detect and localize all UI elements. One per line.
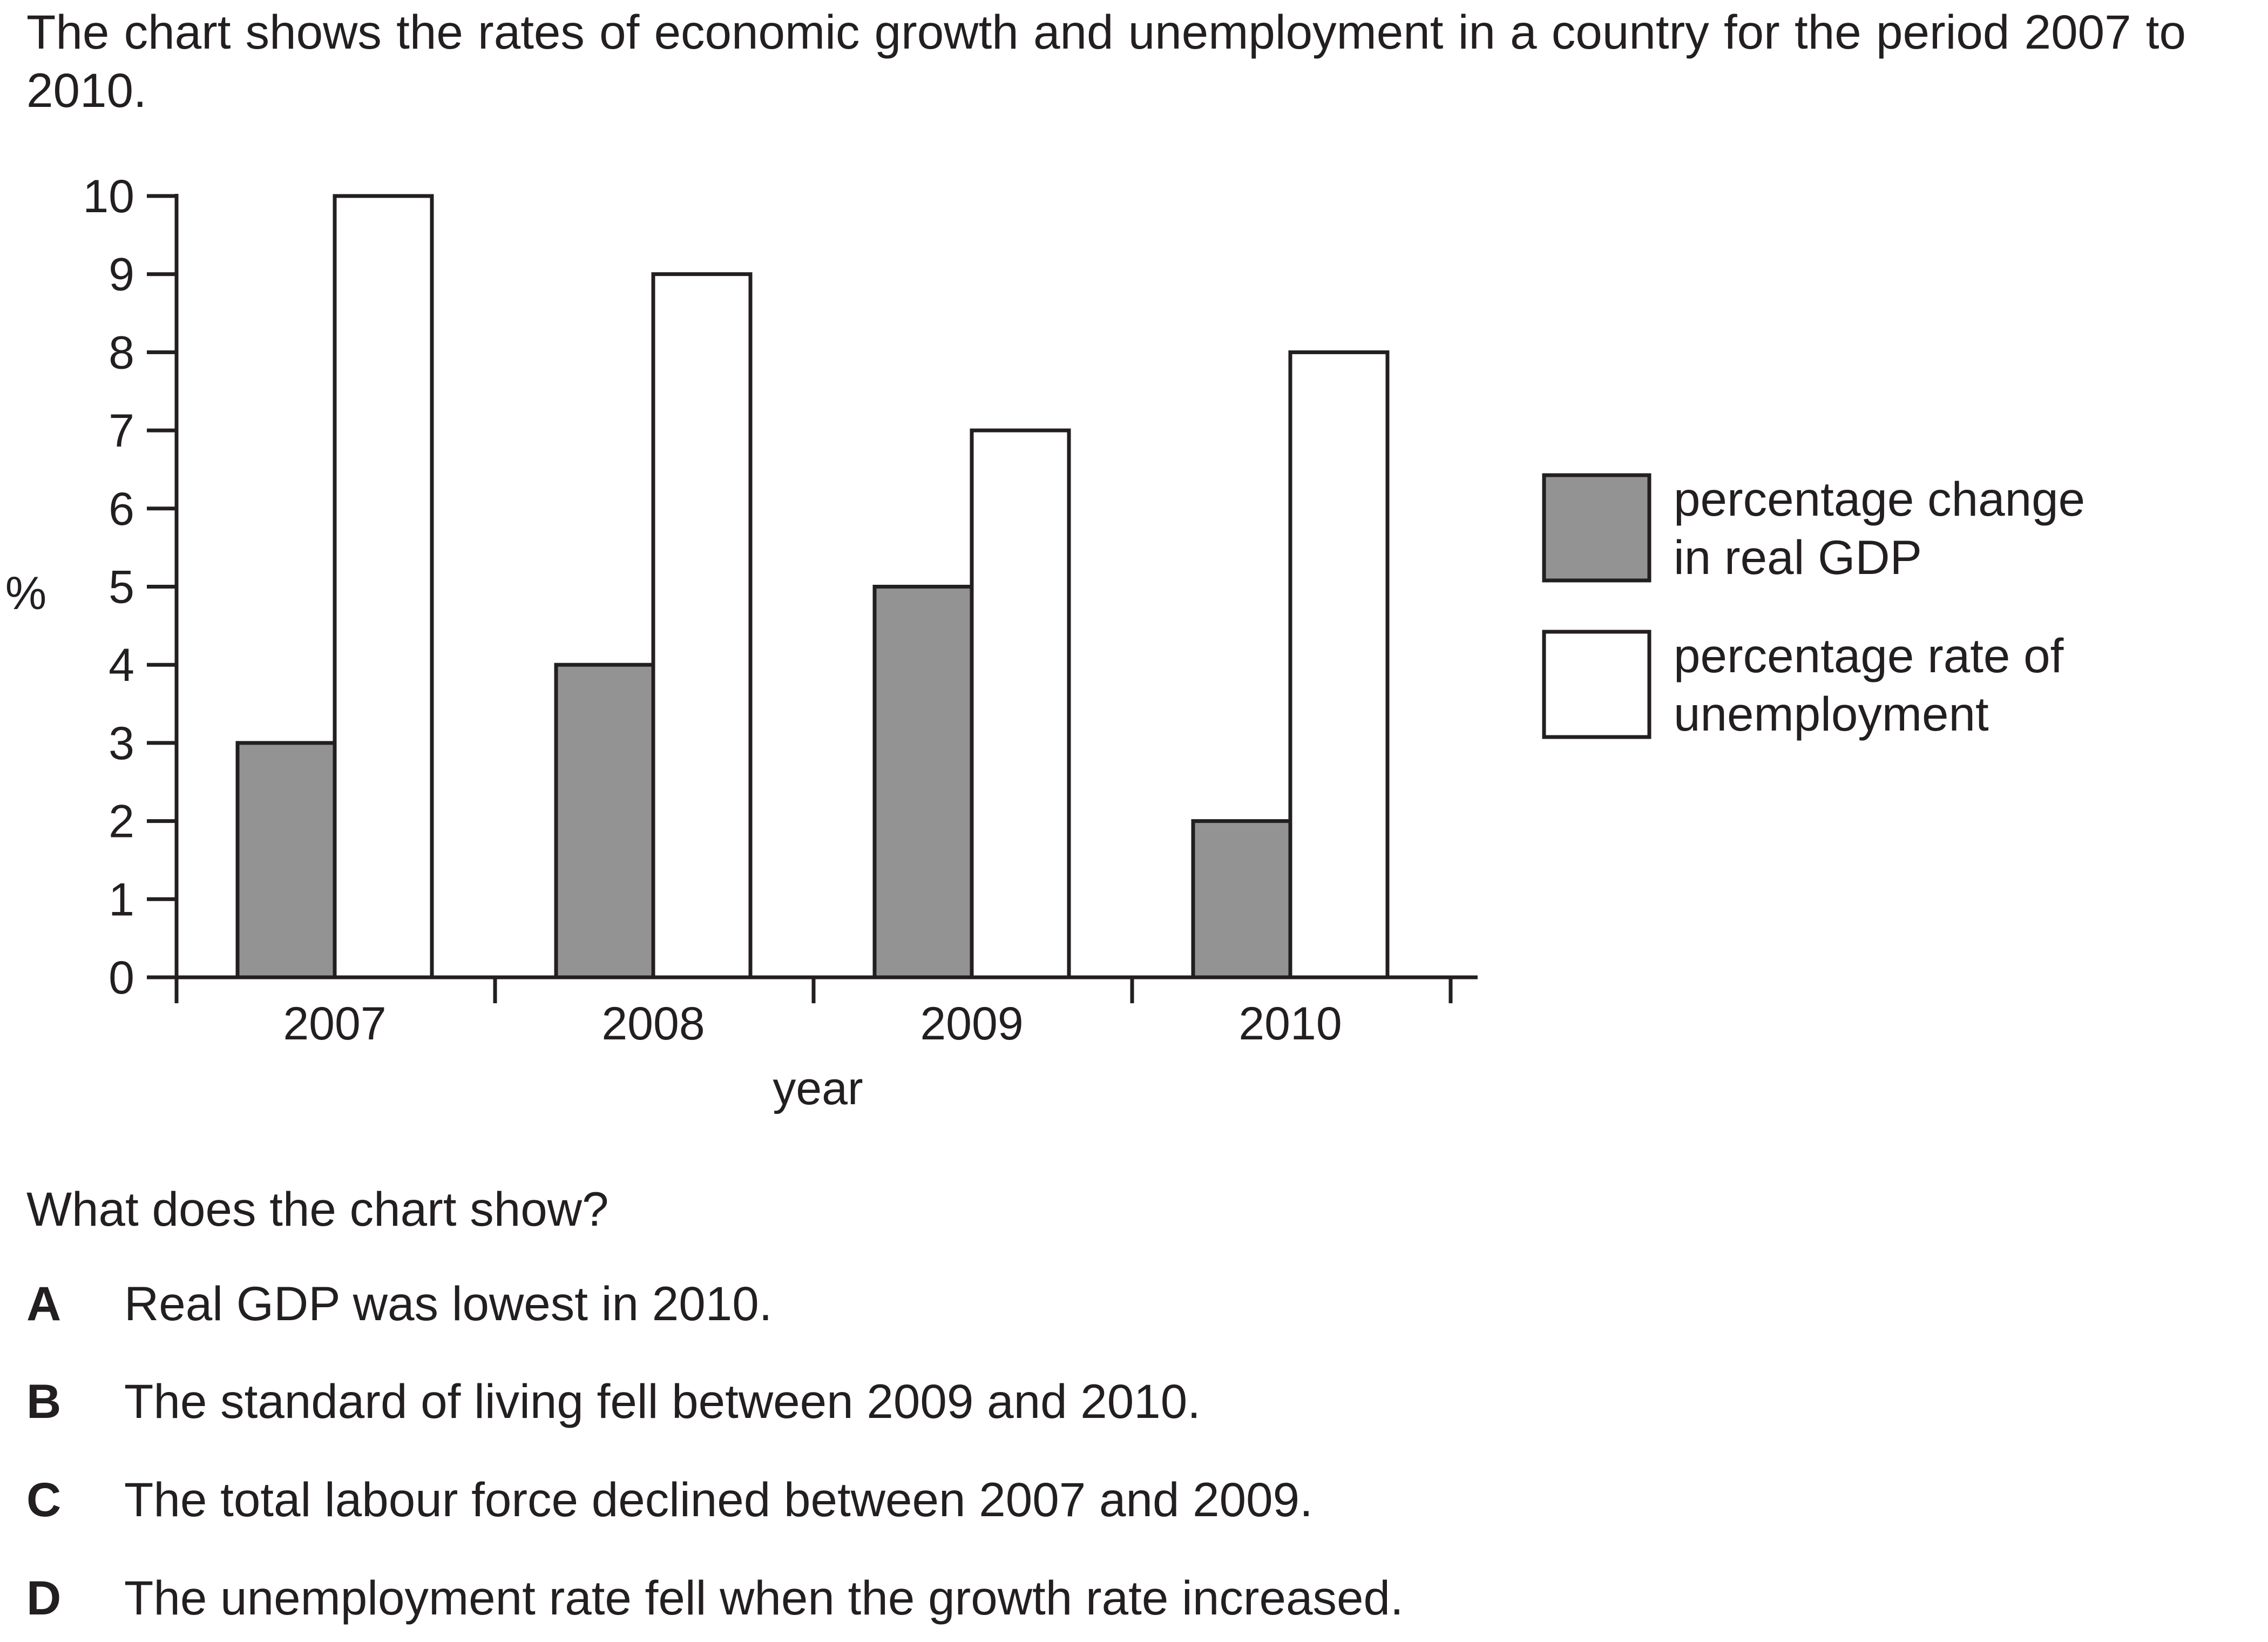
- gdp-bar: [872, 585, 974, 979]
- y-tick-label: 10: [83, 171, 134, 222]
- option-text: Real GDP was lowest in 2010.: [124, 1276, 773, 1330]
- option-text: The total labour force declined between …: [124, 1472, 1313, 1526]
- x-tick-label: 2010: [1238, 998, 1342, 1050]
- legend-swatch-gdp: [1542, 473, 1651, 583]
- x-tick-label: 2007: [283, 998, 386, 1050]
- unemployment-bar: [970, 428, 1071, 979]
- legend-label-line: percentage rate of: [1674, 629, 2064, 683]
- unemployment-bar: [333, 194, 434, 979]
- legend-label-line: percentage change: [1674, 472, 2085, 526]
- option-text: The unemployment rate fell when the grow…: [124, 1571, 1404, 1625]
- y-axis-label: %: [5, 567, 46, 619]
- axes-layer: 0 1 2 3 4 5 6 7 8 9 10% 2007 2008 2009 2010 year: [5, 171, 1478, 1114]
- unemployment-bar: [651, 272, 753, 979]
- y-tick-label: 2: [109, 796, 134, 848]
- y-tick-label: 4: [109, 639, 134, 691]
- y-tick-label: 7: [109, 405, 134, 457]
- option-letter: B: [26, 1374, 62, 1428]
- y-tick-label: 1: [109, 874, 134, 925]
- option-text: The standard of living fell between 2009…: [124, 1374, 1201, 1428]
- x-tick-label: 2009: [920, 998, 1023, 1050]
- option-letter: C: [26, 1472, 62, 1526]
- legend-label-line: in real GDP: [1674, 530, 1922, 584]
- y-tick-label: 3: [109, 718, 134, 769]
- legend: percentage change in real GDP percentage r…: [1542, 472, 2085, 741]
- legend-label-line: unemployment: [1674, 687, 1989, 741]
- legend-label: percentage rate of unemployment: [1674, 629, 2064, 741]
- legend-swatch-unemployment: [1542, 630, 1651, 739]
- gdp-bar: [554, 663, 655, 979]
- option-letter: D: [26, 1571, 62, 1625]
- bars-layer: [235, 194, 1390, 979]
- legend-label: percentage change in real GDP: [1674, 472, 2085, 584]
- unemployment-bar: [1288, 350, 1390, 979]
- y-tick-label: 5: [109, 562, 134, 613]
- intro-text: The chart shows the rates of economic gr…: [26, 5, 2186, 117]
- y-tick-label: 9: [109, 249, 134, 301]
- y-tick-label: 0: [109, 952, 134, 1004]
- gdp-bar: [235, 741, 337, 979]
- y-tick-label: 8: [109, 327, 134, 379]
- question-text: What does the chart show?: [26, 1182, 609, 1236]
- gdp-bar: [1191, 819, 1292, 979]
- x-tick-label: 2008: [601, 998, 705, 1050]
- y-tick-label: 6: [109, 483, 134, 535]
- option-letter: A: [26, 1276, 62, 1330]
- x-axis-label: year: [773, 1063, 863, 1114]
- bar-chart: 0 1 2 3 4 5 6 7 8 9 10% 2007 2008 2009 2010 year percen…: [5, 171, 2085, 1114]
